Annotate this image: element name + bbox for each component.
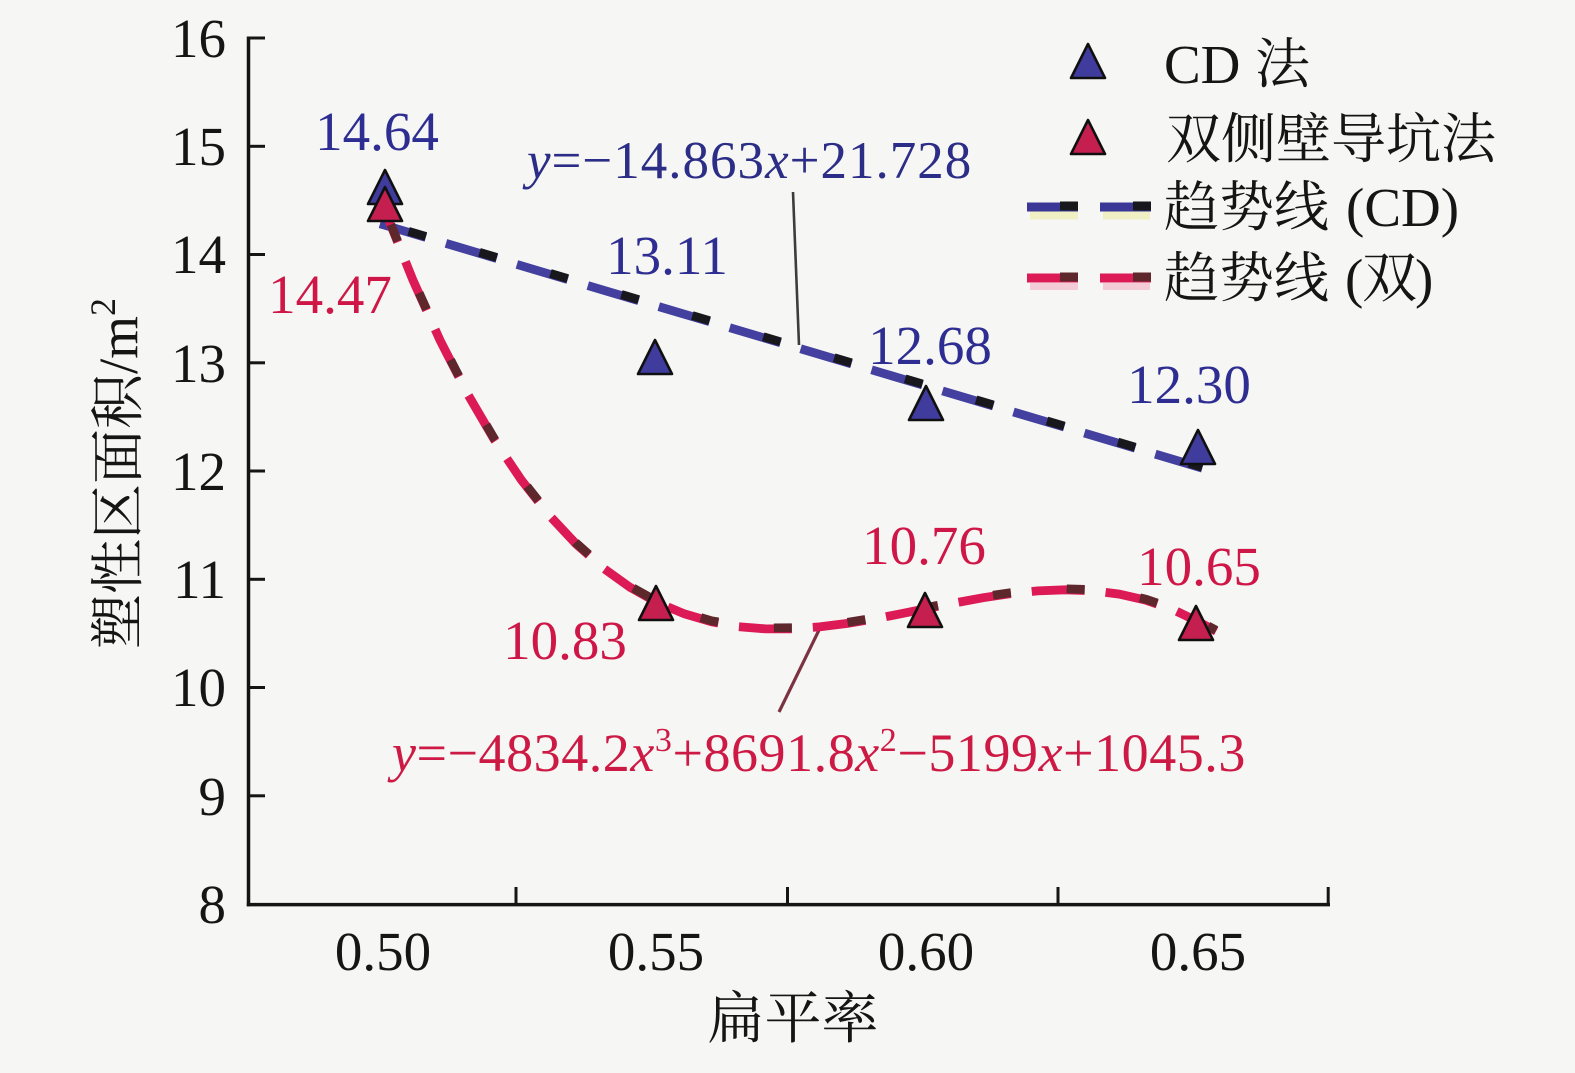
svg-text:0.60: 0.60 [878, 921, 974, 982]
svg-text:11: 11 [173, 549, 226, 610]
svg-text:12: 12 [171, 441, 226, 502]
svg-text:/m2: /m2 [83, 298, 149, 374]
svg-text:10.76: 10.76 [862, 515, 986, 576]
svg-text:9: 9 [199, 766, 227, 827]
svg-text:(CD): (CD) [1346, 177, 1459, 238]
svg-text:10.83: 10.83 [503, 610, 627, 671]
svg-text:0.65: 0.65 [1150, 921, 1246, 982]
svg-text:): ) [1415, 248, 1433, 309]
svg-text:12.68: 12.68 [868, 315, 992, 376]
svg-text:(: ( [1345, 248, 1363, 309]
svg-text:8: 8 [199, 874, 227, 935]
svg-text:0.50: 0.50 [335, 921, 431, 982]
svg-text:10: 10 [171, 657, 226, 718]
svg-text:CD: CD [1164, 34, 1240, 95]
svg-text:12.30: 12.30 [1127, 354, 1251, 415]
svg-text:13.11: 13.11 [606, 225, 728, 286]
svg-text:14.64: 14.64 [315, 101, 439, 162]
svg-text:15: 15 [171, 116, 226, 177]
svg-text:0.55: 0.55 [608, 921, 704, 982]
svg-text:y=−14.863x+21.728: y=−14.863x+21.728 [522, 132, 972, 190]
svg-text:10.65: 10.65 [1137, 536, 1261, 597]
svg-text:13: 13 [171, 333, 226, 394]
svg-text:14: 14 [171, 224, 226, 285]
svg-text:14.47: 14.47 [268, 264, 392, 325]
svg-text:y=−4834.2x3+8691.8x2−5199x+104: y=−4834.2x3+8691.8x2−5199x+1045.3 [387, 722, 1246, 783]
svg-text:16: 16 [171, 8, 226, 69]
